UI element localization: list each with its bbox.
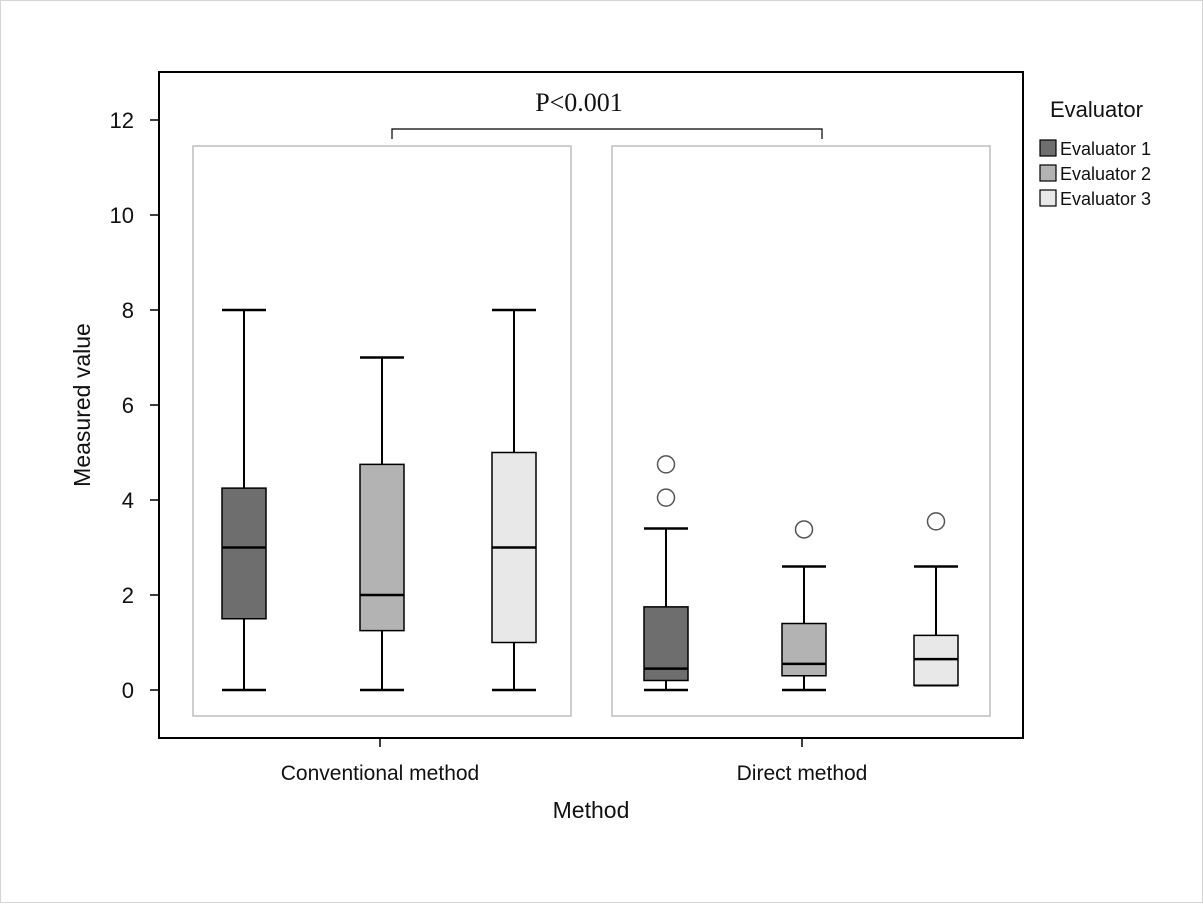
legend-title: Evaluator (1050, 97, 1143, 122)
box-evaluator-1-2 (643, 455, 689, 692)
significance-bracket (391, 128, 823, 139)
y-axis-title: Measured value (69, 323, 95, 487)
box-iqr (781, 622, 827, 677)
outlier-point (926, 512, 946, 531)
y-tick-label: 0 (122, 678, 134, 703)
y-tick-label: 10 (110, 203, 134, 228)
y-tick-label: 12 (110, 108, 134, 133)
legend-label: Evaluator 1 (1060, 139, 1151, 159)
x-axis-title: Method (553, 797, 630, 823)
y-tick-label: 2 (122, 583, 134, 608)
legend-swatch (1039, 189, 1057, 207)
x-tick-label: Conventional method (281, 762, 479, 785)
box-iqr (221, 487, 267, 620)
outlier-point (656, 455, 676, 474)
legend-swatch (1039, 164, 1057, 182)
group-panel-2 (611, 145, 991, 717)
box-evaluator-2-1 (359, 356, 405, 692)
axes: 0 2 4 6 8 10 12 Conventional method Direct metho… (110, 108, 868, 785)
box-evaluator-1-1 (221, 308, 267, 692)
y-tick-label: 4 (122, 488, 134, 513)
group-panels (192, 145, 991, 717)
outlier-point (794, 520, 814, 539)
legend-label: Evaluator 2 (1060, 164, 1151, 184)
box-evaluator-3-1 (491, 308, 537, 692)
legend: Evaluator Evaluator 1 Evaluator 2 Evaluato… (1039, 97, 1151, 209)
legend-label: Evaluator 3 (1060, 189, 1151, 209)
box-evaluator-3-2 (913, 512, 959, 687)
boxplots (221, 308, 959, 692)
x-tick-label: Direct method (737, 762, 868, 785)
box-iqr (359, 463, 405, 632)
y-tick-label: 6 (122, 393, 134, 418)
p-value-label: P<0.001 (535, 88, 623, 117)
group-panel-1 (192, 145, 572, 717)
outlier-point (656, 488, 676, 507)
box-evaluator-2-2 (781, 520, 827, 692)
significance-annotation: P<0.001 (391, 88, 823, 139)
y-tick-label: 8 (122, 298, 134, 323)
legend-swatch (1039, 139, 1057, 157)
